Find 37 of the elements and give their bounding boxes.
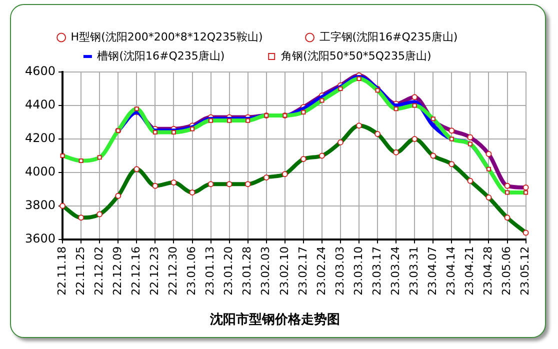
x-tick-label: 22.12.16 <box>130 246 143 296</box>
y-tick-label: 4600 <box>24 64 56 78</box>
x-tick-label: 23.02.03 <box>259 246 272 296</box>
x-tick-label: 23.02.24 <box>314 246 328 296</box>
x-tick-label: 23.05.06 <box>500 246 514 296</box>
y-tick-label: 4400 <box>24 98 56 112</box>
x-tick-label: 22.12.23 <box>148 246 162 296</box>
y-tick-label: 4000 <box>24 164 56 179</box>
x-tick-label: 23.01.28 <box>240 246 254 296</box>
x-tick-label: 22.12.09 <box>110 246 124 296</box>
x-tick-label: 23.01.20 <box>222 246 236 296</box>
x-tick-label: 23.02.17 <box>296 246 310 296</box>
legend-label: 工字钢(沈阳16#Q235唐山) <box>319 30 493 44</box>
x-tick-label: 23.01.06 <box>185 246 198 296</box>
x-tick-label: 23.04.28 <box>482 246 495 296</box>
x-tick-label: 23.03.10 <box>352 246 365 296</box>
x-tick-label: 22.11.18 <box>55 246 68 296</box>
x-tick-label: 23.05.12 <box>518 246 532 296</box>
x-tick-label: 23.03.24 <box>388 246 402 296</box>
x-tick-label: 23.04.14 <box>444 246 458 296</box>
x-tick-label: 23.03.31 <box>407 246 420 296</box>
legend-label: H型钢(沈阳200*200*8*12Q235鞍山) <box>70 30 298 44</box>
y-tick-label: 4200 <box>24 131 56 146</box>
x-tick-label: 23.01.13 <box>204 246 217 296</box>
x-tick-label: 22.11.25 <box>74 246 87 296</box>
x-tick-label: 23.03.17 <box>370 246 384 296</box>
x-tick-label: 22.12.30 <box>166 246 180 296</box>
x-tick-label: 23.03.03 <box>333 246 346 296</box>
text: 沈阳市型钢价格走势图 <box>209 312 340 328</box>
y-tick-label: 3800 <box>24 198 56 212</box>
y-tick-label: 3600 <box>24 232 56 246</box>
x-tick-label: 23.02.10 <box>278 246 291 296</box>
x-tick-label: 23.04.07 <box>426 246 440 296</box>
x-tick-label: 22.12.02 <box>92 246 106 296</box>
legend-label: 槽钢(沈阳16#Q235唐山) <box>97 49 260 62</box>
x-tick-label: 23.04.21 <box>463 246 476 296</box>
legend-label: 角钢(沈阳50*50*5Q235唐山) <box>281 49 466 62</box>
